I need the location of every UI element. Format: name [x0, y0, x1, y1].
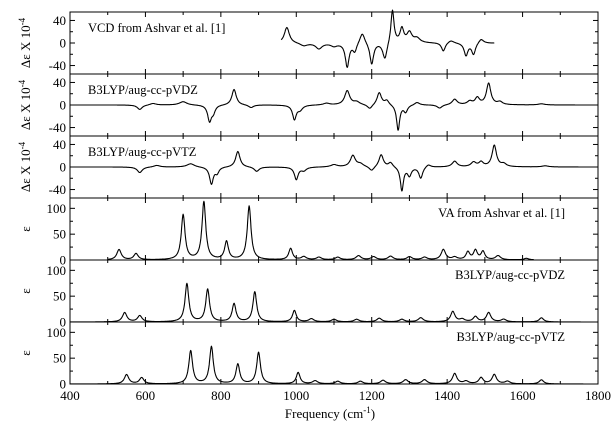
- y-tick-label-4-100: 100: [47, 201, 67, 216]
- y-axis-label-2: Δε X 10-4: [17, 79, 33, 130]
- y-tick-label-3-0: 0: [60, 160, 67, 175]
- x-axis-label-superscript: -1: [363, 405, 371, 415]
- panel-title-3: B3LYP/aug-cc-pVTZ: [88, 145, 196, 159]
- y-tick-label-1-40: 40: [53, 13, 66, 28]
- y-axis-label-5: ε: [18, 288, 33, 294]
- x-tick-label-1200: 1200: [359, 388, 385, 403]
- y-tick-label-6-100: 100: [47, 325, 67, 340]
- y-axis-label-4: ε: [18, 226, 33, 232]
- x-tick-label-1600: 1600: [510, 388, 536, 403]
- x-tick-label-800: 800: [211, 388, 231, 403]
- panel-1: -40 0 40 VCD from Ashvar et al. [1] Δε X 10-…: [17, 9, 599, 75]
- y-tick-label-2-0: 0: [60, 98, 67, 113]
- panel-title-1: VCD from Ashvar et al. [1]: [88, 21, 225, 35]
- y-tick-label-5-50: 50: [53, 289, 66, 304]
- spectrum-curve-4: [107, 200, 535, 261]
- y-tick-label-5-100: 100: [47, 263, 67, 278]
- x-tick-label-1000: 1000: [283, 388, 309, 403]
- panel-5: 0 50 100 B3LYP/aug-cc-pVDZ ε: [18, 259, 599, 330]
- x-tick-label-600: 600: [136, 388, 156, 403]
- spectrum-curve-1: [280, 9, 495, 68]
- x-axis-label: Frequency (cm-1): [285, 405, 375, 421]
- y-tick-label-1--40: -40: [49, 58, 66, 73]
- y-axis-label-3: Δε X 10-4: [17, 141, 33, 192]
- spectrum-curve-2: [69, 82, 599, 131]
- panel-title-6: B3LYP/aug-cc-pVTZ: [457, 330, 565, 344]
- y-tick-label-5-0: 0: [60, 315, 67, 330]
- y-axis-label-6: ε: [18, 350, 33, 356]
- panel-2: -40 0 40 B3LYP/aug-cc-pVDZ Δε X 10-4: [17, 73, 599, 137]
- x-tick-label-1800: 1800: [585, 388, 611, 403]
- y-tick-label-4-50: 50: [53, 227, 66, 242]
- y-tick-label-6-50: 50: [53, 351, 66, 366]
- panel-3: -40 0 40 B3LYP/aug-cc-pVTZ Δε X 10-4: [17, 135, 599, 199]
- spectrum-curve-5: [69, 282, 599, 323]
- x-tick-label-400: 400: [60, 388, 80, 403]
- y-tick-label-1-0: 0: [60, 36, 67, 51]
- x-axis: 400 600 800 1000 1200 1400 1600 1800: [60, 388, 611, 403]
- panel-4: 0 50 100 VA from Ashvar et al. [1] ε: [18, 197, 599, 268]
- y-tick-label-6-0: 0: [60, 377, 67, 392]
- y-axis-label-1: Δε X 10-4: [17, 17, 33, 68]
- y-tick-label-4-0: 0: [60, 253, 67, 268]
- spectrum-curve-6: [69, 345, 599, 385]
- y-tick-label-3--40: -40: [49, 182, 66, 197]
- panels-group: -40 0 40 VCD from Ashvar et al. [1] Δε X 10-…: [17, 9, 599, 392]
- panel-6: 0 50 100 B3LYP/aug-cc-pVTZ ε: [18, 321, 599, 392]
- y-tick-label-2--40: -40: [49, 120, 66, 135]
- panel-title-5: B3LYP/aug-cc-pVDZ: [455, 268, 565, 282]
- x-tick-label-1400: 1400: [434, 388, 460, 403]
- spectrum-curve-3: [69, 144, 599, 192]
- panel-title-2: B3LYP/aug-cc-pVDZ: [88, 83, 198, 97]
- y-tick-label-2-40: 40: [53, 75, 66, 90]
- y-tick-label-3-40: 40: [53, 137, 66, 152]
- panel-title-4: VA from Ashvar et al. [1]: [438, 206, 565, 220]
